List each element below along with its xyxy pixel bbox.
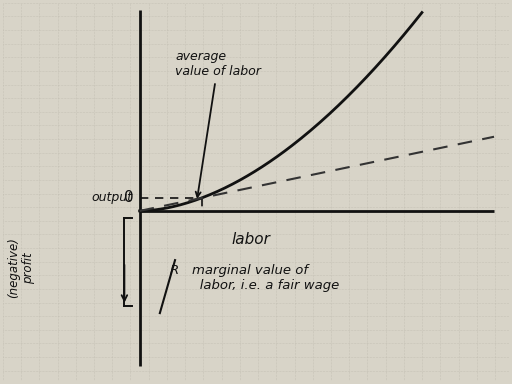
Text: output: output <box>91 191 132 204</box>
Text: average
value of labor: average value of labor <box>175 50 261 197</box>
Text: (negative)
profit: (negative) profit <box>7 237 35 298</box>
Text: R   marginal value of
       labor, i.e. a fair wage: R marginal value of labor, i.e. a fair w… <box>170 264 339 292</box>
Text: labor: labor <box>231 232 270 247</box>
Text: 0: 0 <box>124 190 134 205</box>
